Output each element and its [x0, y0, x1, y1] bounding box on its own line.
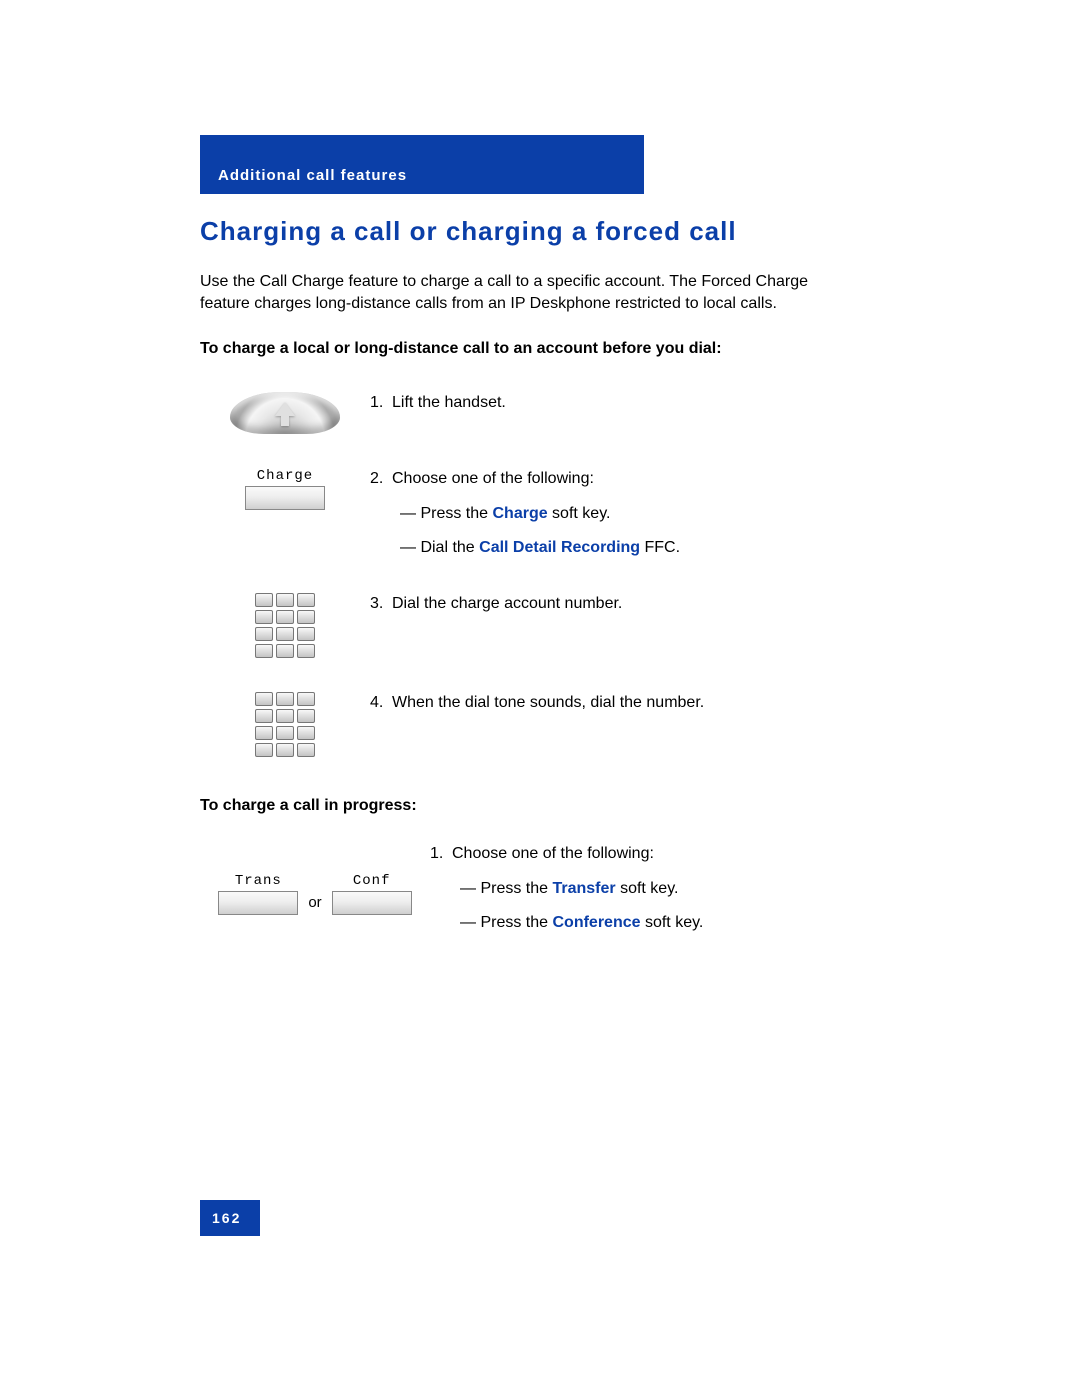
- sub-post: FFC.: [640, 539, 680, 556]
- softkey-button: [332, 891, 412, 915]
- step-text: 1.Choose one of the following: — Press t…: [430, 843, 900, 934]
- sub-key: Conference: [552, 914, 640, 931]
- step-text: 3.Dial the charge account number.: [370, 593, 900, 615]
- step-number: 3.: [370, 593, 392, 615]
- page-number-box: 162: [200, 1200, 260, 1236]
- softkey-label: Conf: [353, 873, 391, 889]
- intro-paragraph: Use the Call Charge feature to charge a …: [200, 271, 840, 314]
- section-title: Charging a call or charging a forced cal…: [200, 216, 900, 247]
- softkey-label: Charge: [257, 468, 313, 484]
- sub-post: soft key.: [616, 880, 679, 897]
- step-row: Trans or Conf 1.Choose one of the follow…: [200, 843, 900, 934]
- softkey-label: Trans: [235, 873, 282, 889]
- handset-icon: [200, 392, 370, 434]
- sub-step: — Press the Charge soft key.: [400, 503, 900, 525]
- sub-pre: — Press the: [460, 880, 552, 897]
- softkey-button: [245, 486, 325, 510]
- step-body: Choose one of the following:: [392, 470, 594, 487]
- or-text: or: [308, 894, 321, 915]
- sub-post: soft key.: [548, 505, 611, 522]
- sub-key: Transfer: [552, 880, 615, 897]
- softkey-icon: Charge: [200, 468, 370, 510]
- step-number: 1.: [370, 392, 392, 414]
- sub-key: Call Detail Recording: [479, 539, 640, 556]
- procedure-heading-2: To charge a call in progress:: [200, 797, 860, 815]
- sub-post: soft key.: [641, 914, 704, 931]
- step-number: 2.: [370, 468, 392, 490]
- step-row: 4.When the dial tone sounds, dial the nu…: [200, 692, 900, 757]
- softkey-button: [218, 891, 298, 915]
- step-number: 1.: [430, 843, 452, 865]
- step-text: 1.Lift the handset.: [370, 392, 900, 414]
- sub-pre: — Press the: [400, 505, 492, 522]
- sub-pre: — Dial the: [400, 539, 479, 556]
- two-softkeys-icon: Trans or Conf: [200, 843, 430, 915]
- sub-pre: — Press the: [460, 914, 552, 931]
- step-body: When the dial tone sounds, dial the numb…: [392, 694, 704, 711]
- step-row: 1.Lift the handset.: [200, 392, 900, 434]
- procedure-heading-1: To charge a local or long-distance call …: [200, 340, 860, 358]
- step-row: Charge 2.Choose one of the following: — …: [200, 468, 900, 559]
- page-number: 162: [212, 1210, 241, 1226]
- sub-step: — Dial the Call Detail Recording FFC.: [400, 537, 900, 559]
- step-body: Dial the charge account number.: [392, 595, 622, 612]
- sub-step: — Press the Transfer soft key.: [460, 878, 900, 900]
- step-text: 4.When the dial tone sounds, dial the nu…: [370, 692, 900, 714]
- document-page: Additional call features Charging a call…: [200, 135, 900, 935]
- header-bar: Additional call features: [200, 135, 644, 194]
- keypad-icon: [200, 593, 370, 658]
- keypad-icon: [200, 692, 370, 757]
- step-body: Lift the handset.: [392, 394, 506, 411]
- header-text: Additional call features: [218, 167, 407, 184]
- sub-key: Charge: [492, 505, 547, 522]
- sub-step: — Press the Conference soft key.: [460, 912, 900, 934]
- step-text: 2.Choose one of the following: — Press t…: [370, 468, 900, 559]
- step-row: 3.Dial the charge account number.: [200, 593, 900, 658]
- step-number: 4.: [370, 692, 392, 714]
- step-body: Choose one of the following:: [452, 845, 654, 862]
